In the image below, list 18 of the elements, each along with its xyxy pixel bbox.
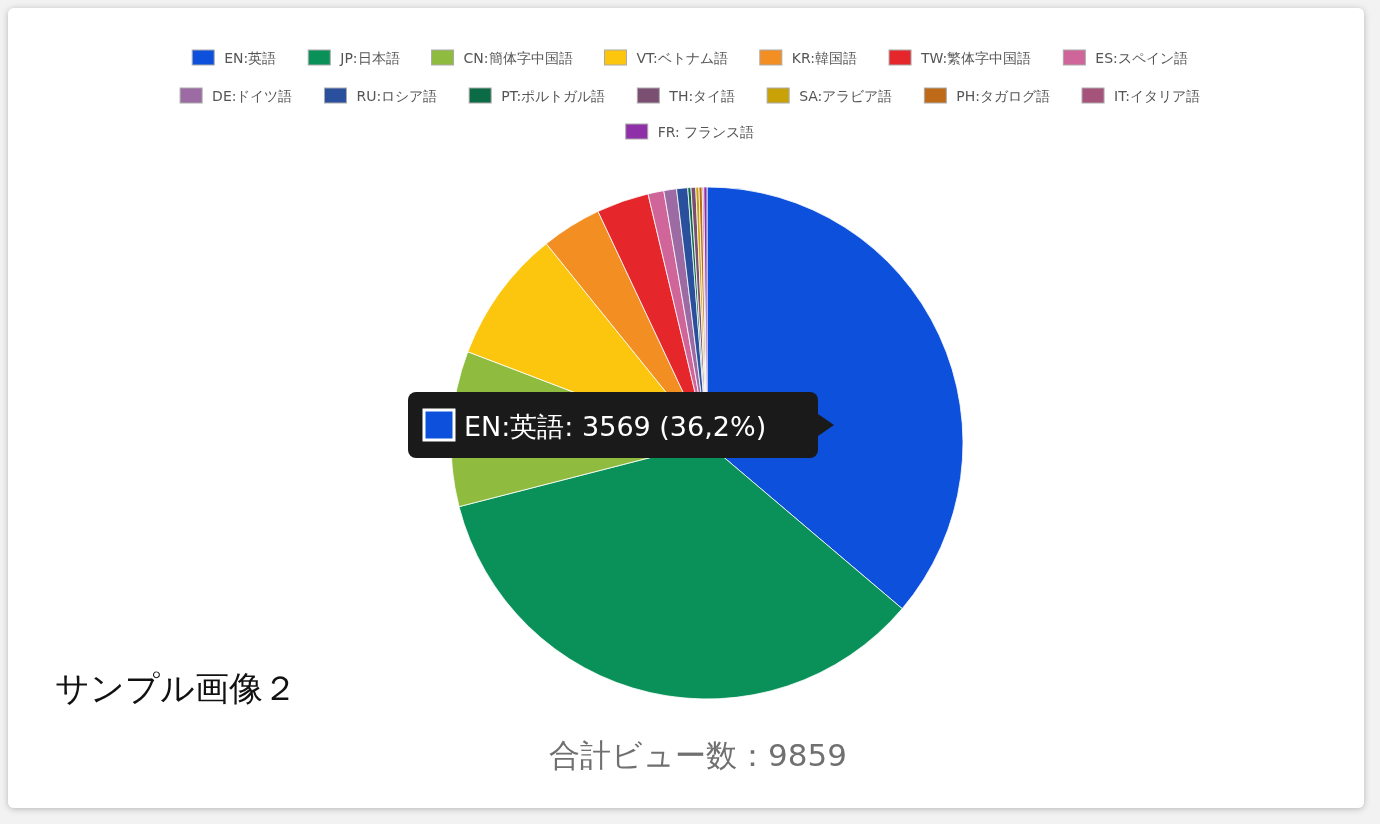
legend-label: VT:ベトナム語 (636, 50, 728, 66)
text: 合計ビュー数：9859 (549, 737, 847, 773)
legend-label: TW:繁体字中国語 (920, 50, 1032, 66)
tooltip: EN:英語: 3569 (36,2%) (408, 392, 834, 458)
legend-label: JP:日本語 (339, 50, 400, 66)
legend-label: TH:タイ語 (668, 88, 736, 104)
legend-label: EN:英語 (224, 50, 277, 66)
legend-label: RU:ロシア語 (356, 88, 438, 104)
legend-label: SA:アラビア語 (799, 88, 893, 104)
legend-label: DE:ドイツ語 (212, 88, 293, 104)
legend-label: FR: フランス語 (657, 124, 755, 140)
legend-label: PT:ポルトガル語 (501, 88, 606, 104)
legend-label: KR:韓国語 (791, 50, 858, 66)
legend-label: ES:スペイン語 (1095, 50, 1188, 66)
legend-label: CN:簡体字中国語 (463, 50, 573, 66)
legend-label: IT:イタリア語 (1114, 88, 1200, 104)
text: サンプル画像２ (55, 668, 297, 708)
legend-label: PH:タガログ語 (956, 88, 1051, 104)
